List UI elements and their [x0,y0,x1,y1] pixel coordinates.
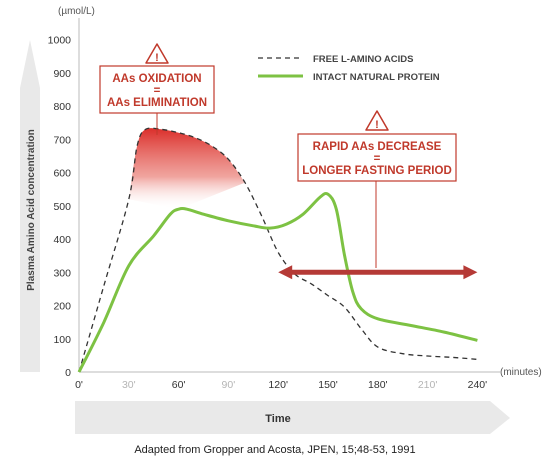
x-tick-label: 120' [268,379,288,391]
x-tick-label: 210' [418,379,438,391]
y-tick-label: 400 [53,234,71,246]
series-line-intact-protein [77,191,478,373]
x-tick-label: 90' [222,379,236,391]
y-axis-label: Plasma Amino Acid concentration [26,129,37,291]
y-tick-labels: 0 100 200 300 400 500 600 700 800 900 1000 [48,35,72,379]
x-axis-label: Time [265,413,290,425]
source-caption: Adapted from Gropper and Acosta, JPEN, 1… [134,444,416,456]
x-tick-label: 180' [368,379,388,391]
y-tick-label: 500 [53,201,71,213]
x-axis-arrow-band [75,401,510,434]
decrease-line1: RAPID AAs DECREASE [313,141,442,153]
decrease-callout-box [297,133,457,182]
y-tick-label: 800 [53,101,71,113]
y-tick-label: 100 [53,334,71,346]
decrease-callout: RAPID AAs DECREASE = LONGER FASTING PERI… [297,110,457,268]
x-tick-label: 60' [172,379,186,391]
rapid-decrease-arrow [278,265,478,280]
warning-icon: ! [145,43,169,64]
svg-text:!: ! [375,119,379,131]
y-tick-label: 1000 [48,35,72,47]
y-tick-label: 300 [53,267,71,279]
x-tick-label: 0' [75,379,83,391]
legend-label-free-amino-acids: FREE L-AMINO ACIDS [313,54,413,65]
svg-text:!: ! [155,52,159,64]
oxidation-area [128,128,245,210]
oxidation-callout: AAs OXIDATION = AAs ELIMINATION ! [99,43,215,135]
warning-icon: ! [365,110,389,131]
x-tick-labels: 0' 30' 60' 90' 120' 150' 180' 210' 240' [75,379,487,391]
x-tick-label: 240' [468,379,488,391]
x-tick-label: 150' [318,379,338,391]
y-axis-arrow-band [20,40,40,372]
x-tick-label: 30' [122,379,136,391]
oxidation-line3: AAs ELIMINATION [107,97,207,109]
y-tick-label: 600 [53,168,71,180]
decrease-line2: = [374,153,381,165]
legend: FREE L-AMINO ACIDS INTACT NATURAL PROTEI… [258,54,440,83]
series-line-free-amino-acids [78,127,478,373]
y-tick-label: 200 [53,301,71,313]
decrease-line3: LONGER FASTING PERIOD [302,165,452,177]
y-tick-label: 700 [53,134,71,146]
y-tick-label: 900 [53,68,71,80]
x-unit-label: (minutes) [500,367,542,378]
legend-label-intact-protein: INTACT NATURAL PROTEIN [313,72,440,83]
y-unit-label: (µmol/L) [58,6,95,17]
y-tick-label: 0 [65,367,71,379]
oxidation-line2: = [154,85,161,97]
oxidation-callout-box [99,65,215,114]
oxidation-line1: AAs OXIDATION [112,73,201,85]
